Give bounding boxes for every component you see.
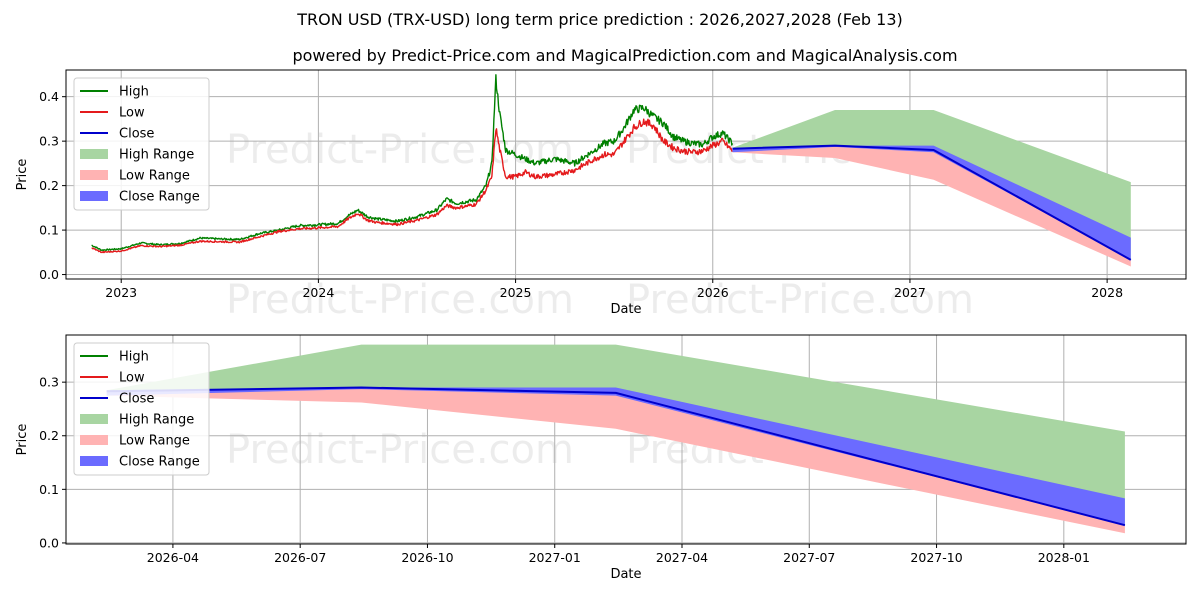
high-series-line (91, 74, 734, 252)
legend-high-range-swatch (80, 149, 108, 159)
high-range-band (732, 110, 1131, 260)
close-range-band (732, 145, 1131, 260)
legend: High Low Close High Range Low Range Close Ran… (73, 77, 210, 211)
legend-low-label: Low (119, 371, 145, 386)
x-tick-label: 2027-10 (910, 550, 962, 565)
legend-low-range-swatch (80, 170, 108, 180)
legend-high-range-swatch (80, 414, 108, 424)
y-tick-label: 0.0 (39, 535, 59, 550)
x-tick-label: 2025 (500, 285, 532, 300)
x-axis-label: Date (610, 567, 641, 582)
legend-close-label: Close (119, 127, 154, 142)
watermark: Predict-Price.com (226, 427, 574, 473)
high-range-band (106, 344, 1125, 526)
x-tick-label: 2024 (302, 285, 334, 300)
legend-low-label: Low (119, 106, 145, 121)
x-tick-label: 2027-07 (783, 550, 835, 565)
close-forecast-line (732, 144, 1132, 261)
close-range-band (106, 387, 1125, 526)
y-tick-label: 0.2 (39, 178, 59, 193)
x-axis-label: Date (610, 302, 641, 317)
legend-close-range-swatch (80, 191, 108, 201)
y-tick-label: 0.0 (39, 267, 59, 282)
bottom-chart-panel: 2026-04 2026-07 2026-10 2027-01 2027-04 2027-… (15, 334, 1187, 582)
watermark: Predict-Price.com (226, 127, 574, 173)
x-tick-label: 2027 (894, 285, 926, 300)
chart-title: TRON USD (TRX-USD) long term price predi… (296, 10, 903, 29)
legend-high-range-label: High Range (119, 413, 194, 428)
y-tick-label: 0.2 (39, 428, 59, 443)
chart-subtitle: powered by Predict-Price.com and Magical… (292, 46, 957, 65)
legend-low-range-label: Low Range (119, 169, 190, 184)
plot-frame (65, 69, 1187, 280)
y-tick-label: 0.3 (39, 375, 59, 390)
y-tick-label: 0.3 (39, 134, 59, 149)
legend-low-range-label: Low Range (119, 434, 190, 449)
y-tick-label: 0.4 (39, 89, 59, 104)
top-chart-panel: 2023 2024 2025 2026 2027 2028 0.0 0.1 0.2 0.3 0.4 D… (15, 69, 1187, 317)
low-range-band (732, 145, 1131, 267)
legend-close-range-label: Close Range (119, 190, 200, 205)
x-tick-label: 2028-01 (1038, 550, 1090, 565)
watermark: Predict-Price.com (226, 277, 574, 323)
low-series-line (91, 118, 733, 254)
close-forecast-line (106, 386, 1126, 527)
x-tick-label: 2026-04 (147, 550, 199, 565)
x-tick-label: 2026 (697, 285, 729, 300)
x-tick-label: 2027-04 (656, 550, 708, 565)
legend-close-range-label: Close Range (119, 455, 200, 470)
x-tick-label: 2027-01 (529, 550, 581, 565)
legend-high-label: High (119, 85, 149, 100)
legend-high-label: High (119, 350, 149, 365)
legend-high-range-label: High Range (119, 148, 194, 163)
watermark: Predict-Price.com (626, 277, 974, 323)
legend-close-label: Close (119, 392, 154, 407)
legend-low-range-swatch (80, 435, 108, 445)
y-axis-label: Price (15, 424, 30, 456)
low-range-band (106, 387, 1125, 534)
y-axis-label: Price (15, 159, 30, 191)
x-tick-label: 2026-07 (274, 550, 326, 565)
legend: High Low Close High Range Low Range Close Ran… (73, 342, 210, 476)
x-tick-label: 2028 (1091, 285, 1123, 300)
y-tick-label: 0.1 (39, 223, 59, 238)
legend-close-range-swatch (80, 456, 108, 466)
x-tick-label: 2026-10 (401, 550, 453, 565)
x-tick-label: 2023 (105, 285, 137, 300)
y-tick-label: 0.1 (39, 482, 59, 497)
plot-frame (65, 334, 1187, 545)
